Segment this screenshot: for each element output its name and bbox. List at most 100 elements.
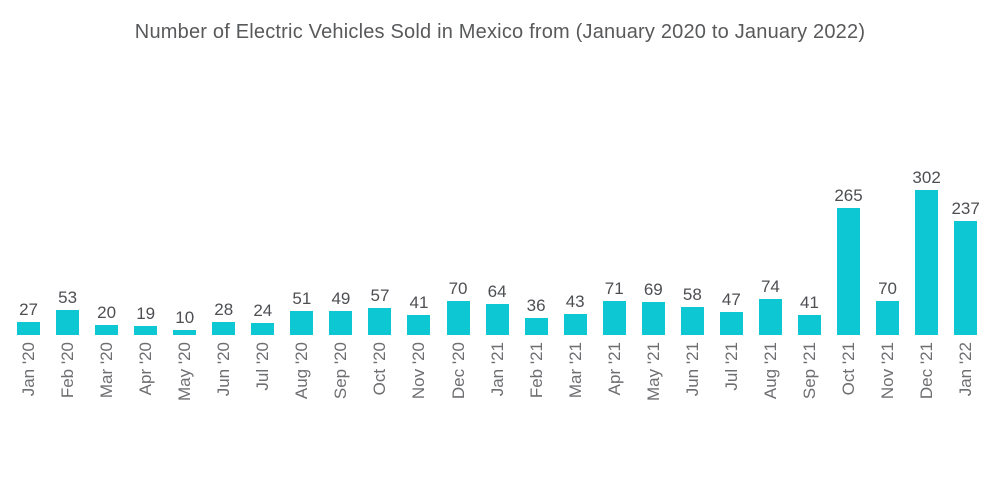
x-label-cell: Mar '20	[87, 335, 126, 423]
bar	[446, 301, 470, 335]
x-label-cell: Jul '20	[243, 335, 282, 423]
bar-value-label: 74	[760, 277, 780, 296]
x-axis-tick-label: Oct '21	[839, 342, 858, 396]
bar-value-label: 41	[409, 293, 429, 312]
bar-value-label: 20	[97, 303, 117, 322]
bar-column: 58	[673, 285, 712, 335]
chart-title: Number of Electric Vehicles Sold in Mexi…	[134, 21, 866, 43]
bar	[56, 310, 80, 335]
x-label-cell: Jan '20	[9, 335, 48, 423]
bar-column: 53	[48, 288, 87, 335]
x-axis-tick-label: May '20	[175, 342, 195, 401]
x-label-cell: Apr '21	[595, 335, 634, 423]
bar-value-label: 47	[721, 290, 741, 309]
bar-column: 43	[556, 292, 595, 335]
bar-column: 24	[243, 301, 282, 335]
x-axis-tick-label: Mar '20	[97, 342, 117, 399]
bar-column: 71	[595, 279, 634, 335]
bar-column: 47	[712, 290, 751, 335]
x-label-cell: Oct '20	[360, 335, 399, 423]
bar-column: 20	[87, 303, 126, 335]
bar-value-label: 64	[487, 282, 507, 301]
bar-column: 237	[946, 199, 985, 335]
bar	[485, 304, 509, 335]
x-axis-tick-label: Jan '20	[19, 342, 39, 397]
x-label-cell: Feb '21	[517, 335, 556, 423]
x-label-cell: Feb '20	[48, 335, 87, 423]
x-axis-tick-label: Jun '20	[214, 342, 234, 397]
bar-column: 302	[907, 168, 946, 335]
x-axis-tick-label: Jul '20	[253, 342, 273, 391]
bar-column: 10	[165, 308, 204, 335]
x-label-cell: Jun '20	[204, 335, 243, 423]
bar-column: 36	[517, 296, 556, 335]
bar	[915, 190, 939, 335]
bar-column: 70	[439, 279, 478, 335]
x-axis-tick-label: Jan '21	[487, 342, 507, 397]
bar-column: 19	[126, 304, 165, 335]
bar	[719, 312, 743, 335]
bar-value-label: 36	[526, 296, 546, 315]
x-axis-tick-label: Sep '21	[799, 342, 819, 400]
bar	[797, 315, 821, 335]
x-axis-tick-label: Nov '21	[878, 342, 898, 400]
bar-value-label: 70	[878, 279, 898, 298]
bar-column: 27	[9, 300, 48, 335]
bar	[290, 311, 314, 335]
bar-value-label: 51	[292, 289, 312, 308]
bar-column: 28	[204, 300, 243, 335]
x-axis-tick-label: Jul '21	[721, 342, 741, 391]
bar-column: 64	[478, 282, 517, 335]
bar	[95, 325, 119, 335]
bar-column: 41	[790, 293, 829, 335]
x-axis-tick-label: Aug '20	[292, 342, 312, 400]
x-axis-tick-label: Dec '20	[448, 342, 468, 400]
bar-value-label: 27	[19, 300, 38, 319]
bar-column: 49	[321, 289, 360, 335]
x-axis-tick-label: Sep '20	[331, 342, 351, 400]
bar-value-label: 71	[604, 279, 624, 298]
bar-value-label: 57	[370, 286, 390, 305]
bar-value-label: 43	[565, 292, 585, 311]
bar	[407, 315, 431, 335]
bar	[524, 318, 548, 335]
x-axis-tick-label: Aug '21	[760, 342, 780, 400]
bar-column: 51	[282, 289, 321, 335]
bar-value-label: 10	[175, 308, 195, 327]
bar-column: 69	[634, 280, 673, 335]
x-label-cell: Jan '21	[478, 335, 517, 423]
x-label-cell: Jul '21	[712, 335, 751, 423]
x-axis-tick-label: Mar '21	[565, 342, 585, 399]
bar	[837, 208, 860, 335]
x-label-cell: Apr '20	[126, 335, 165, 423]
bar	[329, 311, 353, 335]
bar-value-label: 49	[331, 289, 351, 308]
x-axis-tick-label: May '21	[643, 342, 663, 401]
x-axis-tick-label: Nov '20	[409, 342, 429, 400]
bar	[954, 221, 978, 335]
x-label-cell: Nov '20	[399, 335, 438, 423]
x-label-cell: Mar '21	[556, 335, 595, 423]
x-axis-tick-label: Dec '21	[917, 342, 937, 400]
bar-column: 265	[829, 186, 868, 335]
x-label-cell: Sep '21	[790, 335, 829, 423]
x-axis-tick-label: Feb '21	[526, 342, 546, 399]
x-label-cell: Nov '21	[868, 335, 907, 423]
x-label-cell: May '21	[634, 335, 673, 423]
bar-value-label: 41	[800, 293, 819, 312]
x-label-cell: Oct '21	[829, 335, 868, 423]
x-label-cell: Dec '21	[907, 335, 946, 423]
x-axis-tick-label: Oct '20	[370, 342, 390, 396]
x-label-cell: Jan '22	[946, 335, 985, 423]
bar-value-label: 24	[253, 301, 273, 320]
bar	[563, 314, 587, 335]
bar	[173, 330, 197, 335]
bar-chart: 27 53 20 19 10 28 24 51 49 57 41 70 64 36 43 71 69 58 47 74…	[9, 165, 985, 423]
bar-value-label: 70	[448, 279, 468, 298]
bar	[602, 301, 626, 335]
x-label-cell: Dec '20	[439, 335, 478, 423]
bar-value-label: 265	[834, 186, 863, 205]
bar-column: 41	[399, 293, 438, 335]
bar	[134, 326, 158, 335]
